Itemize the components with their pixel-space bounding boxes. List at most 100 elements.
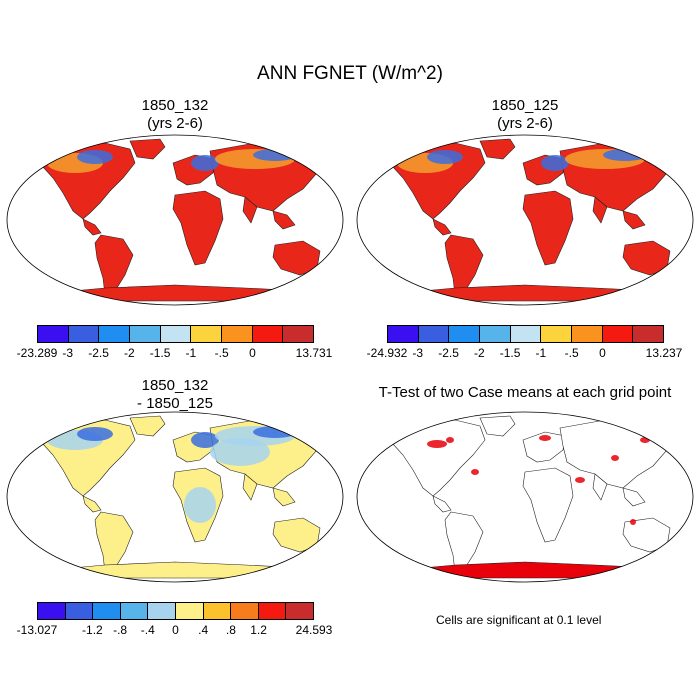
ocean xyxy=(357,135,693,305)
continent-india xyxy=(242,196,258,224)
colorbar-c-tick-label: -.4 xyxy=(140,623,155,637)
colorbar-b-swatch xyxy=(541,326,573,342)
colorbar-c-swatch xyxy=(231,603,259,619)
continent-seasia xyxy=(622,487,646,507)
colorbar-c-tick-label: 0 xyxy=(172,623,179,637)
colorbar-a-swatch xyxy=(222,326,253,342)
map-panel-a xyxy=(6,134,344,306)
significant-cell xyxy=(611,455,619,461)
colorbar-c-swatch xyxy=(120,603,149,619)
continent-seasia xyxy=(272,487,296,507)
colorbar-a-swatch xyxy=(130,326,161,342)
significant-cell xyxy=(539,435,551,441)
asia-diff-patch xyxy=(210,438,270,466)
map-panel-b xyxy=(356,134,694,306)
colorbar-c-swatch xyxy=(175,603,204,619)
colorbar-a-swatch xyxy=(252,326,284,342)
map-outline xyxy=(356,411,694,583)
map-panel-c xyxy=(6,411,344,583)
significance-note: Cells are significant at 0.1 level xyxy=(436,613,602,627)
colorbar-c-tick-label: -.8 xyxy=(113,623,128,637)
continent-greenland xyxy=(129,138,166,160)
ocean xyxy=(357,412,693,582)
colorbar-c-tick-label: -13.027 xyxy=(16,623,58,637)
map-land-group xyxy=(7,135,343,305)
north-america-cold-patch xyxy=(77,427,113,441)
continent-na xyxy=(392,419,486,497)
asia-cold-patch xyxy=(253,149,297,161)
colorbar-a xyxy=(37,325,314,343)
colorbar-a-swatch xyxy=(283,326,314,342)
continent-greenland xyxy=(129,415,166,437)
colorbar-c-tick-label: -1.2 xyxy=(82,623,103,637)
colorbar-b-tick-label: -24.932 xyxy=(366,346,408,360)
colorbar-c-swatch xyxy=(65,603,94,619)
map-land-group xyxy=(357,412,693,582)
colorbar-c-swatch xyxy=(203,603,232,619)
panel-a-title-line2: (yrs 2-6) xyxy=(147,115,203,132)
continent-india xyxy=(592,196,608,224)
colorbar-c-swatch xyxy=(93,603,121,619)
europe-cold-patch xyxy=(191,432,219,448)
colorbar-c-tick-label: 24.593 xyxy=(295,623,333,637)
colorbar-a-tick-label: 13.731 xyxy=(295,346,333,360)
colorbar-c-swatch xyxy=(38,603,66,619)
africa-diff-patch xyxy=(184,487,216,523)
colorbar-a-swatch xyxy=(160,326,192,342)
colorbar-b-tick-label: -1 xyxy=(535,346,547,360)
continent-af xyxy=(522,467,574,543)
map-outline xyxy=(6,134,344,306)
colorbar-a-swatch xyxy=(68,326,100,342)
significant-cell xyxy=(575,477,585,483)
colorbar-b-swatch xyxy=(510,326,542,342)
significant-cell xyxy=(427,440,447,448)
continent-ca xyxy=(432,218,452,236)
continent-india xyxy=(242,473,258,501)
colorbar-a-tick-label: -.5 xyxy=(214,346,229,360)
colorbar-c-tick-label: 1.2 xyxy=(250,623,267,637)
map-outline xyxy=(6,411,344,583)
significant-cell xyxy=(471,469,479,475)
map-land-group xyxy=(7,412,343,582)
colorbar-a-labels: -23.289 -3 -2.5 -2 -1.5 -1 -.5 0 13.731 xyxy=(17,346,333,362)
colorbar-c-swatch xyxy=(148,603,176,619)
colorbar-b-tick-label: 13.237 xyxy=(645,346,683,360)
colorbar-a-tick-label: 0 xyxy=(249,346,256,360)
colorbar-a-tick-label: -1 xyxy=(185,346,197,360)
panel-c-title-line1: 1850_132 xyxy=(141,377,209,394)
colorbar-c-tick-label: .4 xyxy=(198,623,209,637)
continent-greenland xyxy=(479,415,516,437)
colorbar-b-swatch xyxy=(572,326,603,342)
colorbar-b xyxy=(387,325,664,343)
continent-eu xyxy=(522,431,566,463)
colorbar-b-swatch xyxy=(449,326,481,342)
colorbar-b-tick-label: -.5 xyxy=(564,346,579,360)
panel-a-title: 1850_132 (yrs 2-6) xyxy=(20,97,330,133)
ocean xyxy=(7,135,343,305)
north-america-cold-patch xyxy=(77,150,113,164)
europe-cold-patch xyxy=(541,155,569,171)
colorbar-a-swatch xyxy=(99,326,131,342)
continent-ca xyxy=(82,218,102,236)
continent-ca xyxy=(432,495,452,513)
asia-cold-patch xyxy=(603,149,647,161)
colorbar-c-swatch xyxy=(258,603,287,619)
panel-d-title-line1: T-Test of two Case means at each grid po… xyxy=(378,384,672,401)
colorbar-a-tick-label: -1.5 xyxy=(149,346,171,360)
colorbar-a-swatch xyxy=(38,326,69,342)
colorbar-c-tick-label: .8 xyxy=(225,623,236,637)
continent-india xyxy=(592,473,608,501)
colorbar-b-tick-label: -2 xyxy=(473,346,485,360)
panel-b-title: 1850_125 (yrs 2-6) xyxy=(370,97,680,133)
colorbar-a-tick-label: -23.289 xyxy=(16,346,58,360)
colorbar-b-labels: -24.932 -3 -2.5 -2 -1.5 -1 -.5 0 13.237 xyxy=(367,346,683,362)
colorbar-b-tick-label: -1.5 xyxy=(499,346,521,360)
main-title: ANN FGNET (W/m^2) xyxy=(257,63,443,84)
map-land-group xyxy=(357,135,693,305)
panel-b-title-line1: 1850_125 xyxy=(491,97,559,114)
colorbar-c xyxy=(37,602,314,620)
ocean xyxy=(7,412,343,582)
north-america-cold-patch xyxy=(427,150,463,164)
colorbar-b-swatch xyxy=(480,326,511,342)
panel-c-title-line2: - 1850_125 xyxy=(137,395,213,412)
